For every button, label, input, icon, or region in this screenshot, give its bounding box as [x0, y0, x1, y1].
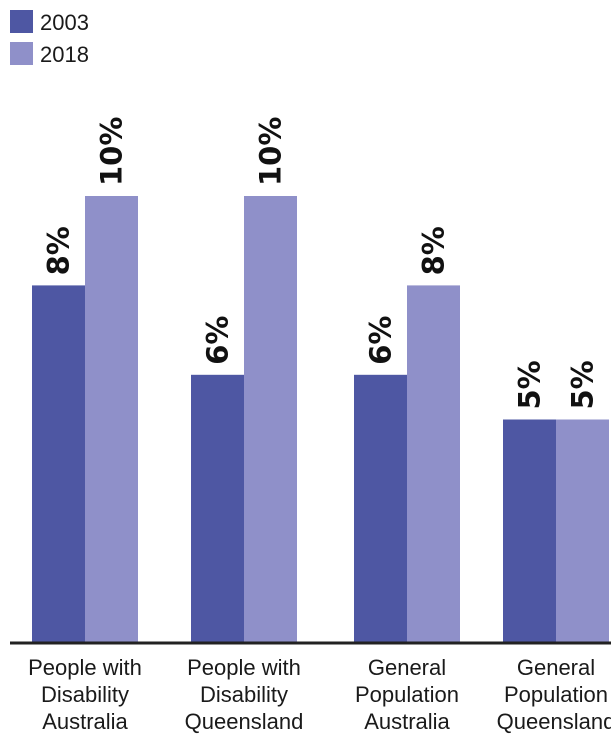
- value-label-2003-0: 8%: [42, 226, 76, 275]
- category-label-2-line-0: General: [368, 655, 446, 680]
- bar-2018-2: [407, 285, 460, 643]
- value-label-2018-1: 10%: [254, 117, 288, 186]
- bar-2018-3: [556, 419, 609, 643]
- value-label-2018-2: 8%: [417, 226, 451, 275]
- category-label-2-line-1: Population: [355, 682, 459, 707]
- bar-2003-0: [32, 285, 85, 643]
- category-label-1-line-2: Queensland: [185, 709, 304, 734]
- value-label-2018-3: 5%: [566, 360, 600, 409]
- value-labels-group: 8% 10% 6% 10% 6% 8% 5% 5%: [42, 117, 600, 410]
- category-label-1-line-1: Disability: [200, 682, 288, 707]
- legend-swatch-2003: [10, 10, 33, 33]
- legend-label-2018: 2018: [40, 42, 89, 67]
- bar-2018-1: [244, 196, 297, 643]
- value-label-2003-3: 5%: [513, 360, 547, 409]
- value-label-2018-0: 10%: [95, 117, 129, 186]
- category-label-0-line-0: People with: [28, 655, 142, 680]
- bars-group: [32, 196, 609, 643]
- bar-2003-2: [354, 374, 407, 643]
- category-label-0-line-1: Disability: [41, 682, 129, 707]
- legend-label-2003: 2003: [40, 10, 89, 35]
- category-label-3-line-0: General: [517, 655, 595, 680]
- bar-2003-1: [191, 374, 244, 643]
- bar-2018-0: [85, 196, 138, 643]
- legend: 2003 2018: [10, 10, 89, 67]
- value-label-2003-1: 6%: [201, 316, 235, 365]
- category-label-3-line-2: Queensland: [497, 709, 611, 734]
- legend-swatch-2018: [10, 42, 33, 65]
- category-label-3-line-1: Population: [504, 682, 608, 707]
- value-label-2003-2: 6%: [364, 316, 398, 365]
- bar-2003-3: [503, 419, 556, 643]
- category-label-2-line-2: Australia: [364, 709, 450, 734]
- category-label-1-line-0: People with: [187, 655, 301, 680]
- category-label-0-line-2: Australia: [42, 709, 128, 734]
